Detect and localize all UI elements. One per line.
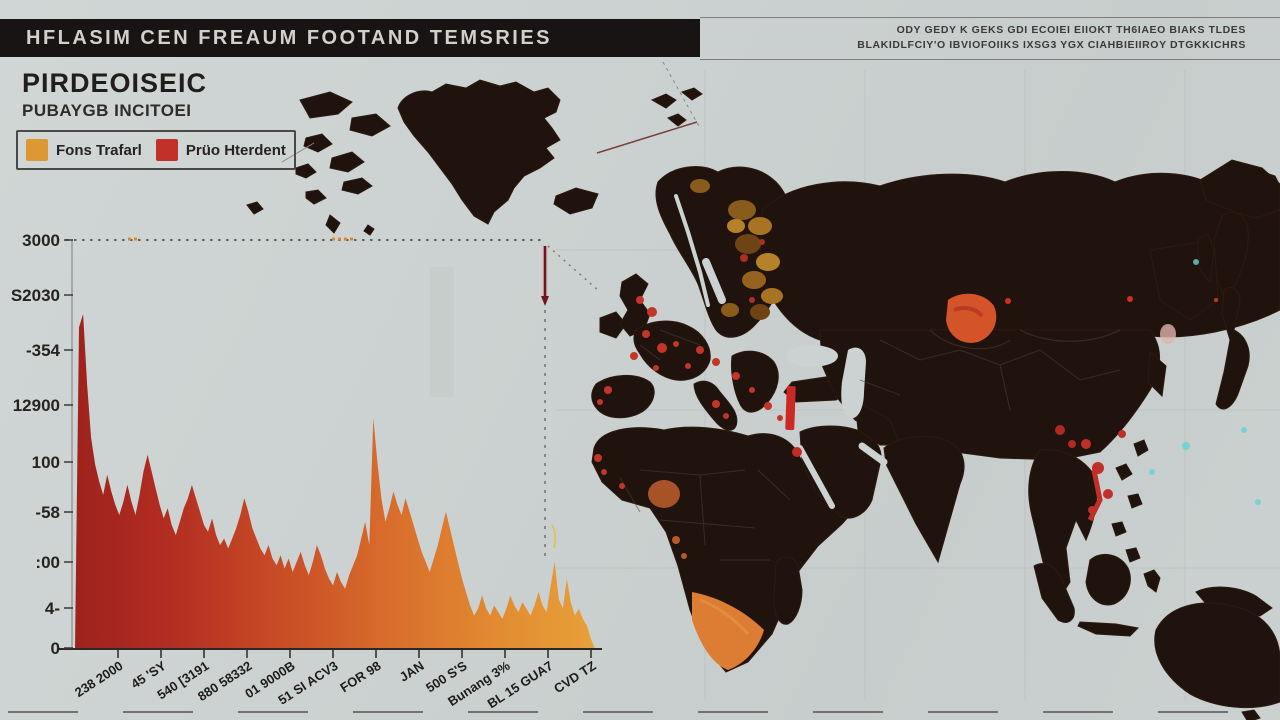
- y-tick-label: -354: [26, 341, 61, 360]
- y-tick-label: -58: [35, 503, 60, 522]
- yellow-glitch-line: [551, 524, 557, 549]
- marker-arrowhead: [541, 296, 549, 306]
- y-tick-label: 4-: [45, 599, 60, 618]
- madagascar: [773, 556, 803, 625]
- header-note: ODY GEDY K GEKS GDI ECOIEI EIIOKT TH6IAE…: [726, 23, 1246, 53]
- chart-subtitle: PUBAYGB INCITOEI: [22, 101, 192, 120]
- x-tick-label: CVD TZ: [551, 658, 599, 696]
- sumatra: [1033, 563, 1075, 623]
- dotted-diagonal-line: [547, 245, 601, 293]
- legend-item: Fons Trafarl: [26, 139, 142, 161]
- chukotka: [1199, 159, 1280, 219]
- country-borders: [619, 329, 1121, 561]
- asia-highlights: [946, 259, 1261, 522]
- x-tick-label: JAN: [397, 658, 427, 685]
- header-bar: HFLASIM CEN FREAUM FOOTAND TEMSRIES: [0, 19, 700, 57]
- japan: [1215, 287, 1250, 410]
- central-asia-orange: [946, 293, 997, 343]
- x-tick-label: FOR 98: [337, 658, 383, 695]
- header-note-line1: ODY GEDY K GEKS GDI ECOIEI EIIOKT TH6IAE…: [896, 24, 1246, 36]
- legend: Fons Trafarl Prüo Hterdent: [16, 130, 296, 170]
- legend-swatch: [155, 139, 178, 161]
- y-axis-ticks: 3000 S2030 -354 12900 100 -58 :00 4- 0: [11, 231, 73, 658]
- header-note-line2: BLAKIDLFCIY'O IBVIOFOIIKS IXSG3 YGX CIAH…: [857, 39, 1246, 51]
- header-title: HFLASIM CEN FREAUM FOOTAND TEMSRIES: [26, 26, 553, 49]
- x-tick-label: 238 2000: [72, 658, 126, 700]
- sakhalin: [1197, 233, 1215, 284]
- iceland: [553, 187, 599, 215]
- svalbard: [650, 87, 703, 127]
- arctic-islands: [246, 91, 391, 236]
- note-bottom-rule: [700, 59, 1280, 60]
- taiwan: [1133, 439, 1149, 457]
- africa-highlights: [648, 385, 802, 670]
- legend-swatch: [26, 139, 48, 161]
- y-tick-label: 0: [51, 639, 60, 658]
- borneo: [1085, 553, 1131, 606]
- note-top-rule: [700, 17, 1280, 18]
- chart-title: PIRDEOISEIC: [22, 68, 208, 98]
- ireland: [599, 311, 627, 339]
- legend-label: Fons Trafarl: [56, 141, 142, 159]
- seas: [786, 345, 866, 419]
- annotation-lines: [281, 61, 701, 163]
- europe-red-spots: [594, 296, 783, 489]
- y-tick-label: 3000: [22, 231, 60, 250]
- australia: [1154, 602, 1280, 709]
- paper-glitch-patch: [430, 267, 454, 397]
- area-series: [75, 314, 595, 649]
- scandinavia-mottle: [690, 179, 783, 320]
- legend-item: Prüo Hterdent: [155, 139, 286, 161]
- sea-channels: [674, 194, 888, 509]
- central-europe: [633, 320, 711, 381]
- korea: [1147, 350, 1167, 398]
- greenland: [397, 79, 561, 225]
- y-tick-label: S2030: [11, 286, 60, 305]
- y-tick-label: 12900: [13, 396, 60, 415]
- tasmania: [1241, 709, 1261, 720]
- sulawesi: [1143, 569, 1161, 593]
- y-tick-label: :00: [35, 553, 60, 572]
- legend-label: Prüo Hterdent: [185, 141, 286, 159]
- philippines: [1111, 463, 1143, 563]
- india: [883, 435, 965, 564]
- java: [1077, 621, 1140, 637]
- y-tick-label: 100: [32, 453, 60, 472]
- south-africa-orange: [692, 592, 764, 670]
